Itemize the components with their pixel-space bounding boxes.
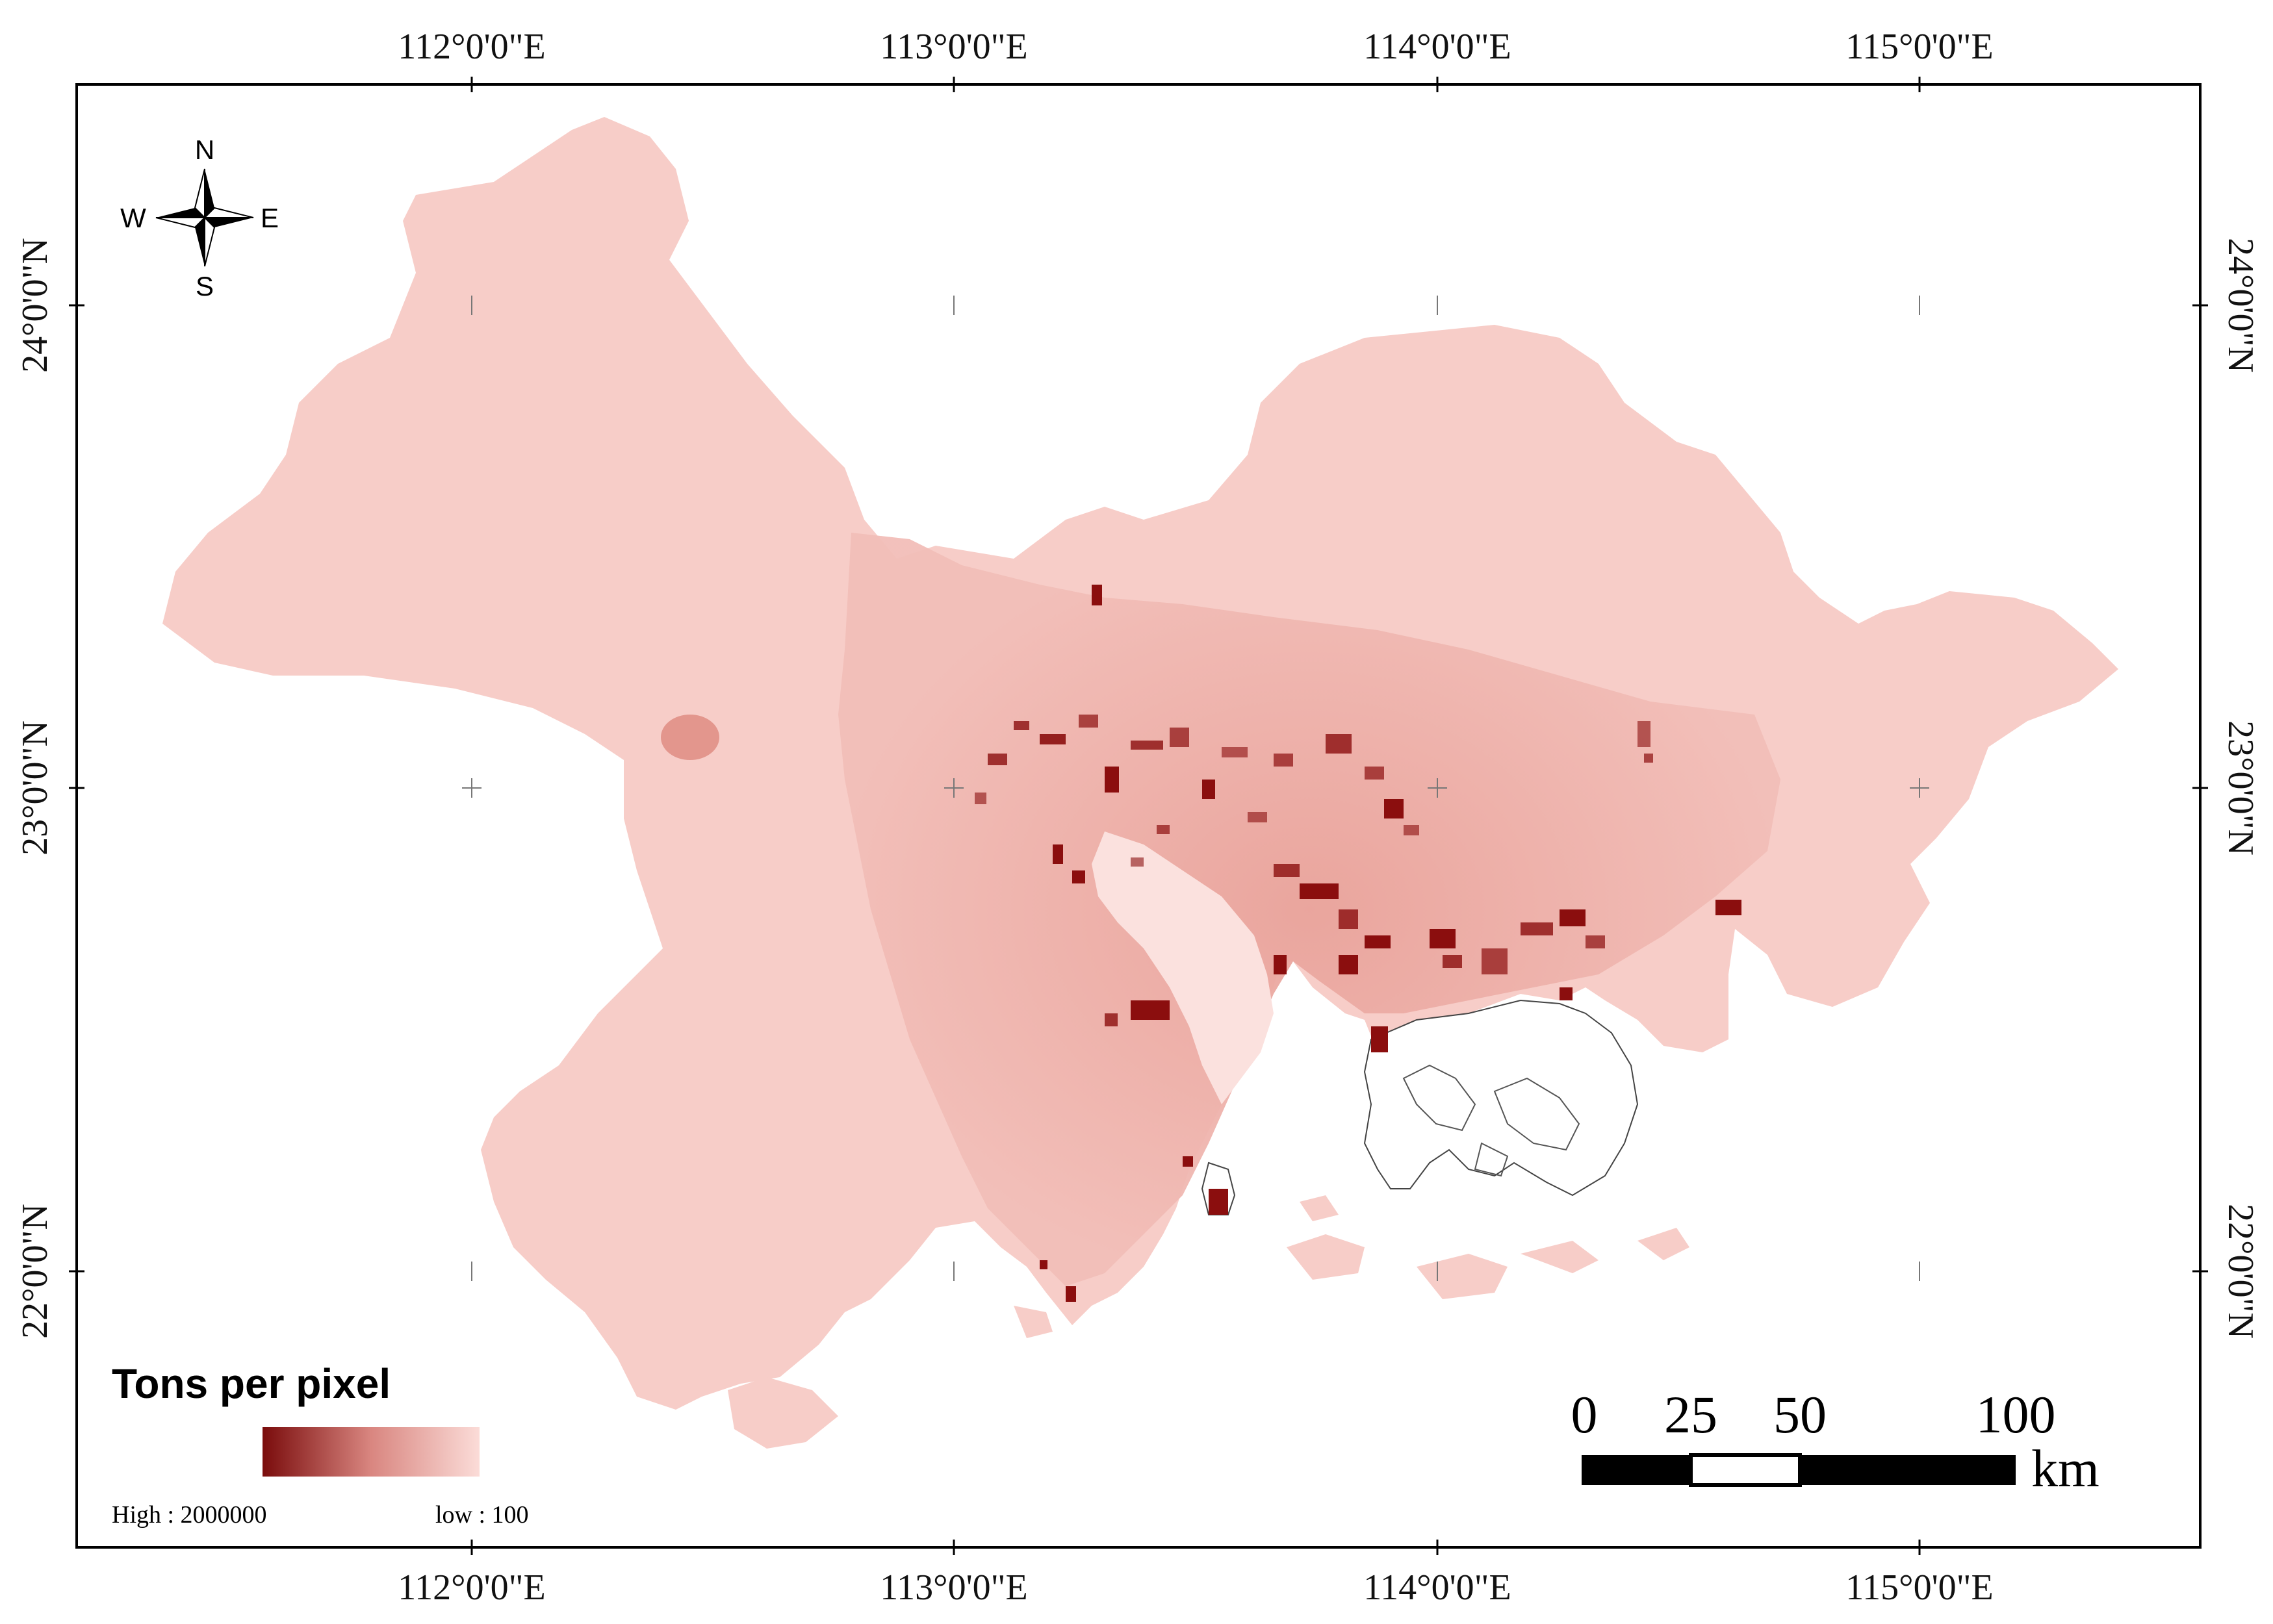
- compass-w: W: [120, 203, 146, 233]
- scale-bar: 0 25 50 100 km: [1571, 1385, 2100, 1498]
- lat-label-right-1: 24°0'0"N: [2220, 238, 2261, 373]
- scale-tick-25: 25: [1664, 1385, 1717, 1444]
- graticule: [462, 296, 1929, 1281]
- legend-low-label: low : 100: [435, 1501, 529, 1529]
- islands: [728, 1195, 1689, 1449]
- lat-label-left-1: 24°0'0"N: [15, 238, 55, 373]
- scale-tick-100: 100: [1976, 1385, 2056, 1444]
- legend-title: Tons per pixel: [112, 1360, 391, 1407]
- lon-label-top-1: 112°0'0"E: [398, 27, 545, 67]
- compass-icon: [155, 168, 254, 267]
- hong-kong-outline: [1363, 999, 1639, 1197]
- scale-tick-50: 50: [1773, 1385, 1827, 1444]
- lat-label-right-3: 22°0'0"N: [2220, 1204, 2261, 1339]
- estuary: [1092, 831, 1274, 1104]
- lat-label-left-2: 23°0'0"N: [15, 720, 55, 856]
- lon-label-top-3: 114°0'0"E: [1363, 27, 1511, 67]
- study-region: [162, 117, 2118, 1449]
- lon-label-bottom-2: 113°0'0"E: [880, 1567, 1027, 1608]
- lon-label-bottom-3: 114°0'0"E: [1363, 1567, 1511, 1608]
- frame-ticks: [69, 77, 2208, 1555]
- lat-label-right-2: 23°0'0"N: [2220, 720, 2261, 856]
- compass-e: E: [261, 203, 279, 233]
- compass-n: N: [195, 134, 214, 165]
- scale-unit: km: [2031, 1439, 2100, 1498]
- lon-label-top-2: 113°0'0"E: [880, 27, 1027, 67]
- hotspots: [975, 585, 1741, 1302]
- lon-label-bottom-4: 115°0'0"E: [1845, 1567, 1993, 1608]
- urban-patch: [661, 715, 719, 760]
- lat-label-left-3: 22°0'0"N: [15, 1204, 55, 1339]
- compass-rose: N S W E: [120, 134, 279, 301]
- core-region: [838, 533, 1780, 1286]
- scale-tick-0: 0: [1571, 1385, 1598, 1444]
- lon-label-top-4: 115°0'0"E: [1845, 27, 1993, 67]
- legend: Tons per pixel High : 2000000 low : 100: [112, 1360, 529, 1529]
- compass-s: S: [196, 271, 214, 301]
- legend-high-label: High : 2000000: [112, 1501, 267, 1529]
- hong-kong-islands: [1402, 1064, 1580, 1177]
- lon-label-bottom-1: 112°0'0"E: [398, 1567, 545, 1608]
- legend-color-ramp: [263, 1427, 480, 1477]
